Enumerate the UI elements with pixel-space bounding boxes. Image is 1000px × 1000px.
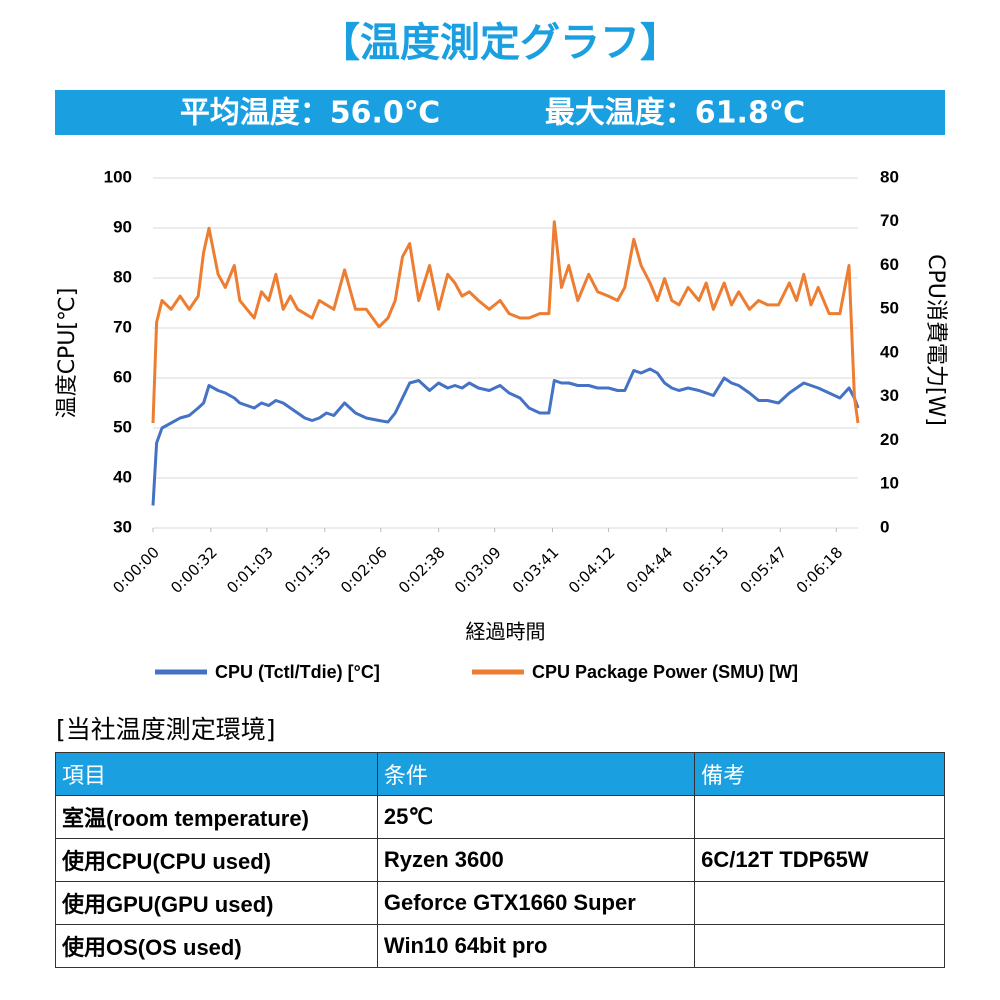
x-tick-label: 0:01:03 — [223, 543, 277, 597]
legend-label: CPU Package Power (SMU) [W] — [532, 662, 798, 682]
y2-tick-label: 10 — [880, 474, 899, 493]
y-tick-label: 50 — [113, 417, 132, 436]
x-tick-label: 0:04:44 — [623, 543, 677, 597]
y2-tick-label: 0 — [880, 517, 889, 536]
y-axis-title: 温度CPU[℃] — [55, 288, 80, 419]
y-tick-label: 60 — [113, 367, 132, 386]
y-tick-label: 100 — [104, 167, 132, 186]
y2-tick-label: 60 — [880, 255, 899, 274]
y2-tick-label: 70 — [880, 211, 899, 230]
y2-tick-label: 80 — [880, 167, 899, 186]
y2-tick-label: 20 — [880, 430, 899, 449]
table-row: 項目 条件 備考 — [55, 752, 945, 796]
table-cell: Ryzen 3600 — [376, 838, 696, 882]
y-tick-label: 30 — [113, 517, 132, 536]
x-tick-label: 0:03:41 — [509, 543, 563, 597]
y-tick-label: 80 — [113, 267, 132, 286]
x-tick-label: 0:00:32 — [167, 543, 221, 597]
table-cell: 25℃ — [376, 795, 696, 839]
table: 項目 条件 備考 室温(room temperature) 25℃ 使用CPU(CPU u… — [55, 752, 945, 968]
table-cell: 使用CPU(CPU used) — [55, 838, 378, 882]
table-cell: 条件 — [376, 752, 696, 796]
table-cell — [694, 924, 945, 968]
table-cell: 項目 — [55, 752, 378, 796]
table-cell: Geforce GTX1660 Super — [376, 881, 696, 925]
line — [151, 220, 860, 424]
legend-label: CPU (Tctl/Tdie) [°C] — [215, 662, 380, 682]
x-tick-label: 0:02:06 — [337, 543, 391, 597]
table-cell: 室温(room temperature) — [55, 795, 378, 839]
y-tick-label: 90 — [113, 217, 132, 236]
table-label: [当社温度測定環境] — [56, 715, 276, 744]
x-tick-label: 0:03:09 — [451, 543, 505, 597]
x-axis-title: 経過時間 — [466, 620, 546, 644]
x-tick-label: 0:01:35 — [281, 543, 335, 597]
table-cell: 使用GPU(GPU used) — [55, 881, 378, 925]
table-cell: 備考 — [694, 752, 945, 796]
table-cell: 6C/12T TDP65W — [694, 838, 945, 882]
banner — [55, 90, 945, 135]
x-tick-label: 0:04:12 — [565, 543, 619, 597]
table-cell: Win10 64bit pro — [376, 924, 696, 968]
y2-tick-label: 30 — [880, 386, 899, 405]
table-cell — [694, 795, 945, 839]
table-row: 室温(room temperature) 25℃ — [55, 795, 945, 839]
x-tick-label: 0:05:15 — [679, 543, 733, 597]
table-cell: 使用OS(OS used) — [55, 924, 378, 968]
y-tick-label: 40 — [113, 467, 132, 486]
table-row: 使用GPU(GPU used) Geforce GTX1660 Super — [55, 881, 945, 925]
y2-tick-label: 50 — [880, 299, 899, 318]
stat: 平均温度：56.0℃ — [180, 96, 440, 131]
title: 【温度測定グラフ】 — [320, 20, 680, 66]
y2-axis-title: CPU消費電力[W] — [923, 254, 948, 426]
x-tick-label: 0:02:38 — [395, 543, 449, 597]
table-row: 使用CPU(CPU used) Ryzen 3600 6C/12T TDP65W — [55, 838, 945, 882]
x-tick-label: 0:00:00 — [109, 543, 163, 597]
line — [151, 367, 860, 506]
y2-tick-label: 40 — [880, 342, 899, 361]
table-cell — [694, 881, 945, 925]
y-tick-label: 70 — [113, 317, 132, 336]
x-tick-label: 0:06:18 — [793, 543, 847, 597]
stat: 最大温度：61.8℃ — [545, 96, 805, 131]
table-row: 使用OS(OS used) Win10 64bit pro — [55, 924, 945, 968]
x-tick-label: 0:05:47 — [737, 543, 791, 597]
